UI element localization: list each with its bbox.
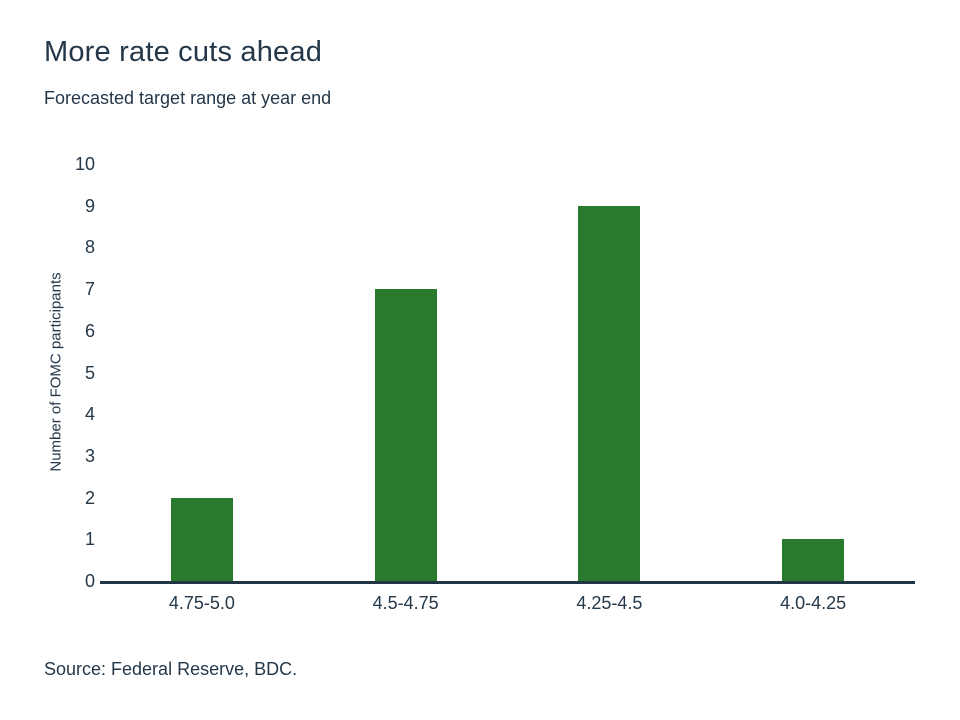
bar-4.25-4.5 bbox=[578, 205, 641, 581]
y-tick-label: 1 bbox=[84, 529, 95, 550]
bar-4.75-5.0 bbox=[170, 497, 233, 581]
source-note: Source: Federal Reserve, BDC. bbox=[44, 659, 298, 679]
x-axis-labels: 4.75-5.0 4.5-4.75 4.25-4.5 4.0-4.25 bbox=[100, 593, 915, 619]
chart-subtitle: Forecasted target range at year end bbox=[44, 88, 332, 108]
y-tick-label: 0 bbox=[84, 571, 95, 591]
y-tick-label: 2 bbox=[84, 487, 95, 508]
y-tick-label: 5 bbox=[84, 362, 95, 383]
y-tick-label: 10 bbox=[74, 154, 95, 174]
y-tick-label: 4 bbox=[84, 404, 95, 425]
x-tick-label: 4.5-4.75 bbox=[372, 593, 439, 613]
x-tick-label: 4.0-4.25 bbox=[780, 593, 847, 613]
y-tick-label: 8 bbox=[84, 237, 95, 258]
y-tick-label: 9 bbox=[84, 195, 95, 216]
y-tick-label: 3 bbox=[84, 445, 95, 466]
x-tick-label: 4.25-4.5 bbox=[576, 593, 643, 613]
x-tick-label: 4.75-5.0 bbox=[168, 593, 235, 613]
y-axis-ticks: 0 1 2 3 4 5 6 7 8 9 10 bbox=[36, 155, 95, 590]
y-tick-label: 7 bbox=[84, 279, 95, 300]
chart-title: More rate cuts ahead bbox=[44, 36, 323, 68]
bar-4.0-4.25 bbox=[782, 539, 845, 581]
bar-4.5-4.75 bbox=[374, 289, 437, 581]
plot-area bbox=[100, 164, 915, 584]
y-tick-label: 6 bbox=[84, 320, 95, 341]
